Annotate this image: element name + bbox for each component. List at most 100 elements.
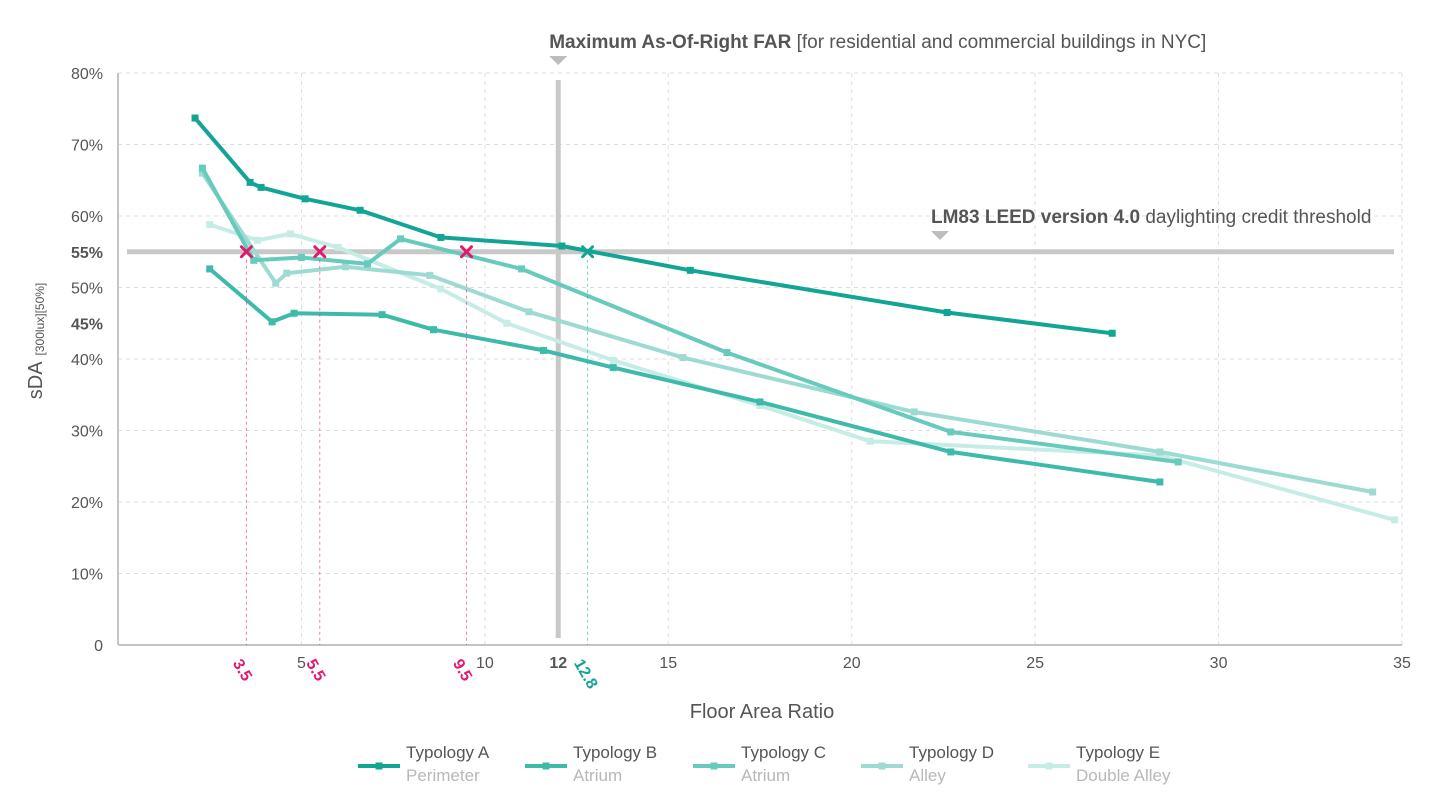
legend-subtitle: Double Alley — [1076, 766, 1171, 785]
y-axis-title-main: sDA — [25, 361, 47, 399]
data-point — [341, 263, 349, 271]
reference-lines: Maximum As-Of-Right FAR [for residential… — [127, 32, 1394, 638]
data-point — [1174, 458, 1182, 466]
legend-name: Typology A — [406, 743, 490, 762]
legend-subtitle: Perimeter — [406, 766, 480, 785]
leed-annotation-rest: daylighting credit threshold — [1140, 207, 1371, 228]
data-point — [1108, 329, 1116, 337]
leed-annotation-bold: LM83 LEED version 4.0 — [931, 207, 1140, 228]
series-typology-a — [191, 114, 1116, 337]
data-point — [268, 318, 276, 326]
legend-subtitle: Atrium — [573, 766, 622, 785]
data-point — [283, 269, 291, 277]
data-point — [378, 311, 386, 319]
y-tick-label: 20% — [71, 495, 103, 512]
data-point — [246, 178, 254, 186]
y-tick-label: 50% — [71, 281, 103, 298]
data-point — [558, 242, 566, 250]
legend-item: Typology E Double Alley — [1028, 743, 1171, 785]
data-point — [437, 285, 445, 293]
legend-swatch-marker — [542, 762, 550, 770]
leed-annotation: LM83 LEED version 4.0 daylighting credit… — [931, 207, 1371, 228]
data-point — [290, 309, 298, 317]
far-marker-icon — [549, 56, 568, 65]
legend-name: Typology B — [573, 743, 657, 762]
data-point — [297, 253, 305, 261]
series-line — [207, 222, 1397, 522]
data-point — [257, 183, 265, 191]
crossing-label: 12.8 — [570, 657, 600, 693]
legend-name: Typology E — [1076, 743, 1160, 762]
crossing-label: 9.5 — [449, 657, 475, 685]
y-tick-label: 60% — [71, 209, 103, 226]
legend-subtitle: Alley — [909, 766, 946, 785]
data-point — [253, 236, 261, 244]
data-point — [910, 408, 918, 416]
data-point — [356, 206, 364, 214]
y-tick-label: 10% — [71, 567, 103, 584]
data-point — [518, 265, 526, 273]
series-line — [193, 116, 1115, 336]
data-point — [1156, 448, 1164, 456]
data-point — [947, 448, 955, 456]
data-point — [1156, 452, 1164, 460]
crossing-x-icon — [313, 245, 327, 259]
leed-marker-icon — [931, 231, 949, 240]
data-point — [756, 398, 764, 406]
data-point — [1156, 478, 1164, 486]
grid — [118, 72, 1403, 645]
data-point — [363, 260, 371, 268]
legend-item: Typology B Atrium — [525, 743, 657, 785]
series-typology-c — [198, 164, 1182, 466]
y-tick-label: 80% — [71, 66, 103, 83]
x-tick-label: 10 — [476, 655, 494, 672]
data-point — [198, 164, 206, 172]
series-typology-e — [206, 221, 1399, 524]
crossing-label: 5.5 — [302, 657, 328, 685]
legend-swatch-marker — [710, 762, 718, 770]
x-tick-label: 35 — [1393, 655, 1411, 672]
legend-swatch-marker — [375, 762, 383, 770]
x-tick-label: 30 — [1210, 655, 1228, 672]
data-point — [609, 364, 617, 372]
data-point — [198, 169, 206, 177]
series-line — [200, 171, 1375, 494]
data-point — [206, 265, 214, 273]
axes — [117, 73, 1402, 646]
data-point — [947, 428, 955, 436]
crossing-label: 3.5 — [229, 657, 255, 685]
y-axis-title: sDA [300lux][50%] — [25, 283, 47, 400]
data-point — [1369, 488, 1377, 496]
far-annotation-bold: Maximum As-Of-Right FAR — [549, 32, 791, 53]
crossing-markers: 3.5 5.5 9.5 12.8 — [229, 245, 600, 693]
data-point — [429, 326, 437, 334]
legend-item: Typology D Alley — [861, 743, 994, 785]
y-tick-label: 70% — [71, 138, 103, 155]
data-point — [272, 279, 280, 287]
x-tick-label: 5 — [297, 655, 306, 672]
data-point — [540, 346, 548, 354]
data-point — [286, 230, 294, 238]
data-point — [426, 271, 434, 279]
x-tick-label: 12 — [549, 655, 567, 672]
crossing-x-icon — [460, 245, 474, 259]
legend-swatch-marker — [878, 762, 886, 770]
legend-item: Typology C Atrium — [693, 743, 826, 785]
data-point — [686, 266, 694, 274]
data-point — [1391, 516, 1399, 524]
y-tick-label: 45% — [71, 316, 103, 333]
data-point — [301, 195, 309, 203]
far-annotation-rest: [for residential and commercial building… — [791, 32, 1206, 53]
far-annotation: Maximum As-Of-Right FAR [for residential… — [549, 32, 1206, 53]
series-line — [207, 266, 1162, 484]
x-tick-label: 15 — [659, 655, 677, 672]
data-point — [396, 235, 404, 243]
data-point — [206, 221, 214, 229]
y-tick-label: 30% — [71, 424, 103, 441]
tick-labels: 0 10% 20% 30% 40% 45% 50% 55% 60% 70% 80% 5 10 12 15 20… — [71, 66, 1411, 672]
crossing-x-icon — [581, 245, 595, 259]
data-point — [437, 233, 445, 241]
legend-item: Typology A Perimeter — [358, 743, 490, 785]
